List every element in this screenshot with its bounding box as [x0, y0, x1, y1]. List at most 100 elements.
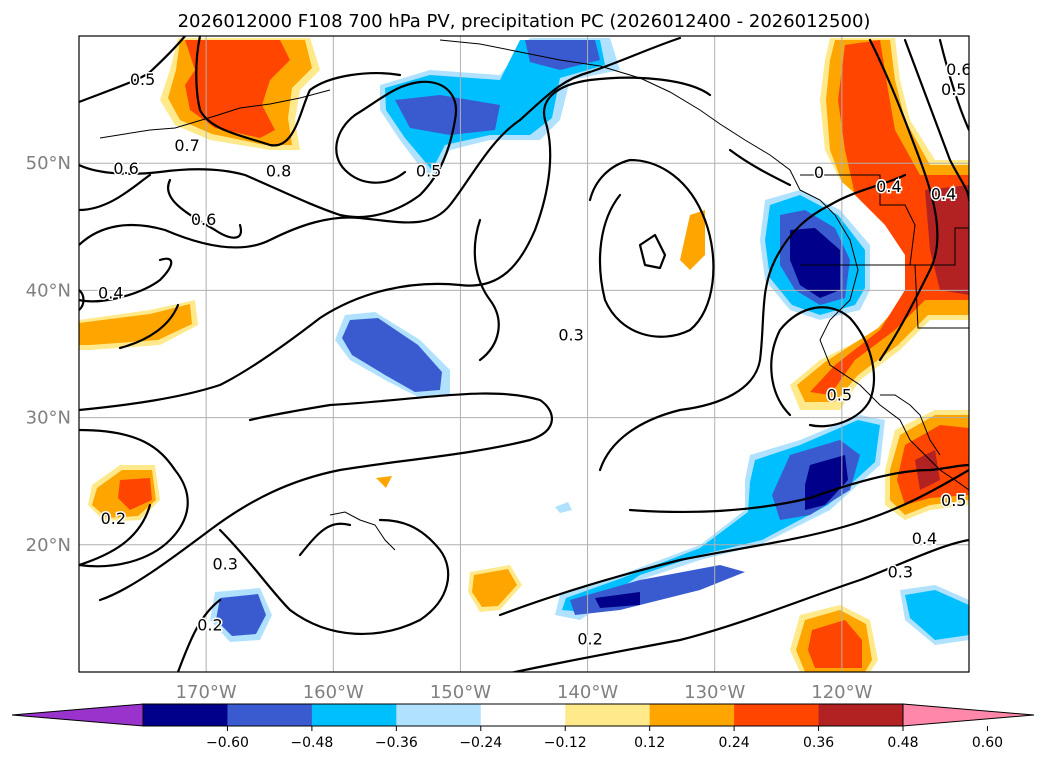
contour-label: 0.5 — [416, 162, 441, 181]
contour-label: 0 — [814, 163, 824, 182]
y-tick-label: 50°N — [26, 153, 71, 174]
pv-contour — [79, 80, 458, 219]
colorbar-tick-label: −0.24 — [459, 735, 502, 751]
pv-contour — [195, 36, 402, 147]
pv-contour — [79, 76, 712, 412]
contour-label: 0.6 — [946, 60, 971, 79]
map-frame — [78, 35, 970, 673]
contour-label: 0.6 — [113, 159, 138, 178]
coastlines — [99, 39, 969, 551]
contour-label: 0.5 — [827, 385, 852, 404]
precip-positive-strong — [185, 40, 290, 138]
colorbar-segment — [734, 704, 820, 726]
precip-positive-mid — [797, 40, 969, 402]
pv-contour — [509, 538, 969, 672]
colorbar-segment — [396, 704, 482, 726]
pv-contour — [79, 428, 189, 568]
hawaii-islands — [329, 511, 396, 551]
pv-contour — [728, 148, 792, 187]
precip-negative-strong — [525, 40, 600, 70]
north-america-west-coast — [799, 189, 969, 491]
colorbar-tick-label: −0.36 — [375, 735, 418, 751]
contour-label: 0.4 — [98, 284, 123, 303]
state-border — [914, 264, 969, 329]
colorbar-tick-label: 0.36 — [803, 735, 834, 751]
colorbar-tick-label: 0.60 — [972, 735, 1003, 751]
contour-label: 0.3 — [558, 326, 583, 345]
x-tick-label: 170°W — [176, 682, 237, 703]
x-axis-ticks: 170°W 160°W 150°W 140°W 130°W 120°W — [176, 682, 873, 703]
x-tick-label: 160°W — [303, 682, 364, 703]
contour-label: 0.7 — [979, 19, 1004, 38]
colorbar-segment — [143, 704, 228, 726]
colorbar-segment — [649, 704, 735, 726]
precip-negative-strong — [342, 318, 442, 392]
y-axis-ticks: 20°N 30°N 40°N 50°N — [26, 153, 71, 556]
contour-label: 0.4 — [912, 529, 937, 548]
contour-label: 0.5 — [130, 70, 155, 89]
pv-contour — [628, 463, 969, 514]
contour-labels: 0.50.70.6 0.80.60.50.40.30.20.30.20.20.30… — [97, 19, 1004, 650]
colorbar-tick-label: 0.48 — [887, 735, 918, 751]
precip-negative-max — [790, 228, 840, 298]
contour-label: 0.2 — [101, 509, 126, 528]
pv-contour — [79, 257, 180, 350]
pv-contour — [79, 173, 243, 239]
precip-positive-strong — [810, 40, 969, 395]
contour-label: 0.7 — [174, 136, 199, 155]
colorbar-extend-min — [11, 703, 144, 727]
precip-negative-strong — [216, 594, 266, 636]
colorbar-segment — [311, 704, 397, 726]
colorbar-frame — [142, 703, 904, 727]
colorbar-tick-label: −0.12 — [544, 735, 587, 751]
colorbar: −0.60 −0.48 −0.36 −0.24 −0.12 0.12 0.24 0.36 0.4… — [11, 703, 1035, 751]
colorbar-segment — [480, 704, 566, 726]
contour-label: 0.4 — [876, 177, 901, 196]
pv-contour — [79, 36, 682, 249]
colorbar-segment — [818, 704, 904, 726]
pv-contour — [868, 38, 939, 362]
precip-negative-max — [595, 592, 640, 608]
pv-contour — [770, 306, 875, 428]
pv-contour — [79, 392, 553, 602]
baja-coast — [880, 394, 941, 456]
alaska-coast — [439, 39, 801, 191]
pv-contour — [176, 522, 352, 672]
pv-contour — [638, 233, 667, 270]
precip-positive-strong — [808, 620, 862, 668]
colorbar-tick-label: 0.12 — [634, 735, 665, 751]
precip-negative-strong — [395, 95, 500, 135]
pv-contour — [473, 218, 500, 362]
precip-positive-mid — [376, 476, 392, 488]
precip-positive-mid — [79, 304, 192, 345]
pv-contour — [938, 38, 969, 132]
map-gridlines — [79, 36, 969, 672]
pv-contour — [598, 173, 907, 472]
precip-shading — [79, 38, 969, 672]
pv-contour — [218, 518, 450, 636]
pv-contours — [79, 36, 969, 672]
contour-label: 0.3 — [212, 555, 237, 574]
pv-contour — [79, 288, 85, 312]
colorbar-segment — [227, 704, 313, 726]
x-tick-label: 130°W — [684, 682, 745, 703]
colorbar-tick-label: 0.24 — [719, 735, 750, 751]
y-tick-label: 40°N — [26, 280, 71, 301]
contour-label: 0.8 — [266, 162, 291, 181]
y-tick-label: 30°N — [26, 408, 71, 429]
contour-label: 0.2 — [197, 616, 222, 635]
contour-label: 0.6 — [191, 210, 216, 229]
precip-positive-mid — [472, 569, 517, 607]
contour-label: 0.5 — [941, 80, 966, 99]
contour-label: 0.4 — [931, 185, 956, 204]
pv-contour — [903, 38, 969, 202]
precip-negative-light — [555, 502, 572, 513]
x-tick-label: 140°W — [557, 682, 618, 703]
colorbar-tick-label: −0.60 — [206, 735, 249, 751]
contour-label: 0.3 — [888, 562, 913, 581]
y-tick-label: 20°N — [26, 535, 71, 556]
x-tick-label: 150°W — [430, 682, 491, 703]
chart-title: 2026012000 F108 700 hPa PV, precipitatio… — [178, 11, 871, 32]
precip-positive-mid — [680, 210, 705, 270]
